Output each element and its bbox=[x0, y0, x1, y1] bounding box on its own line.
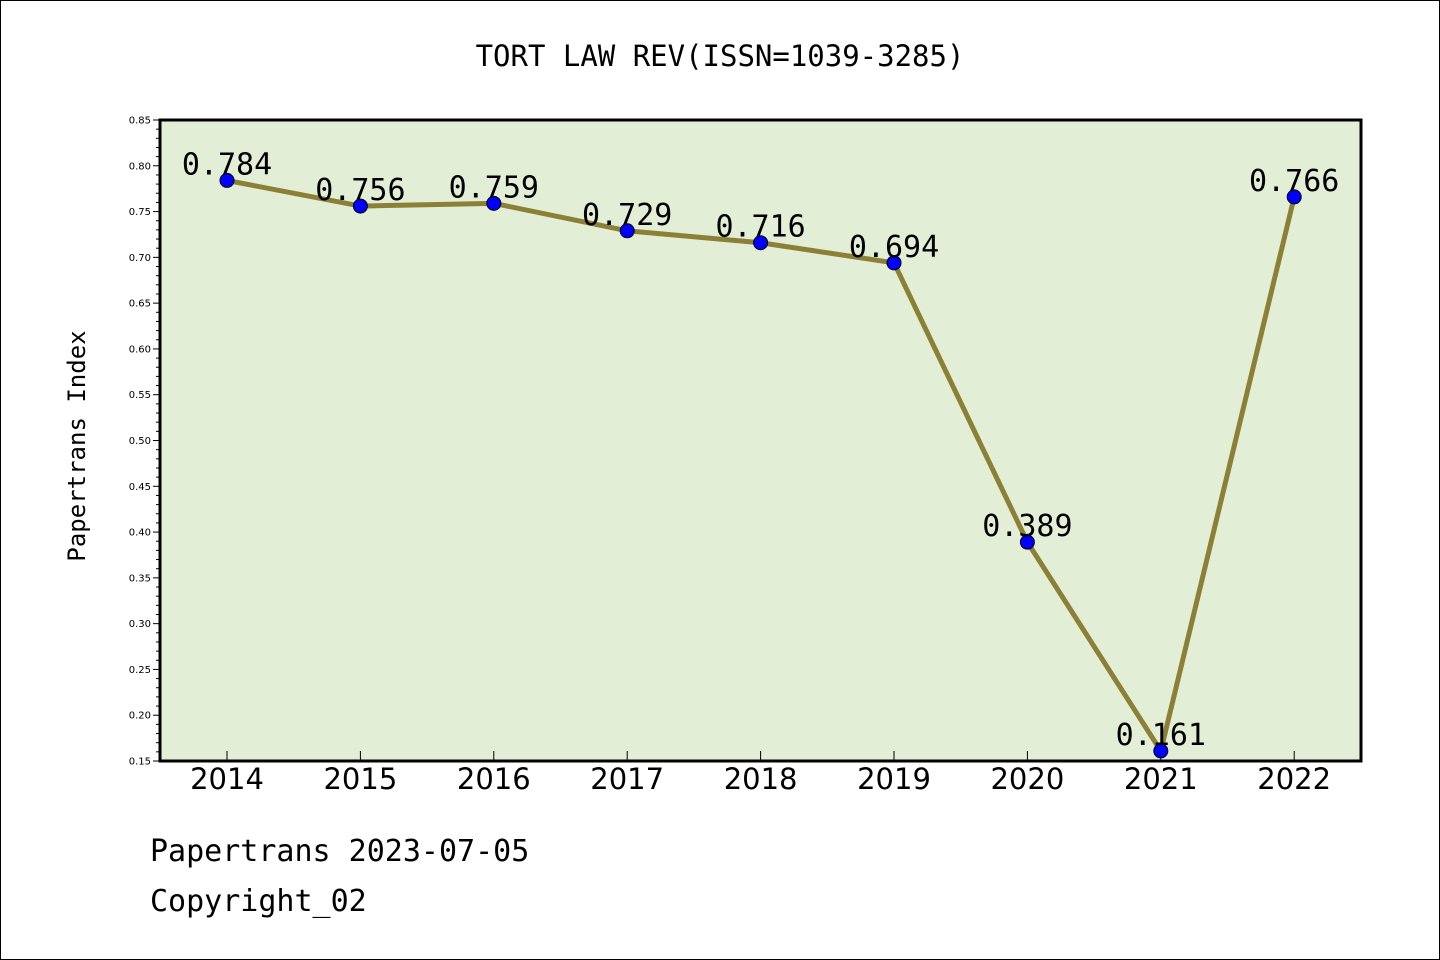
data-labels: 0.784 0.756 0.759 0.729 0.716 0.694 0.389 0.161… bbox=[182, 147, 1340, 752]
y-tick-label: 0.20 bbox=[129, 711, 151, 722]
x-tick-label: 2014 bbox=[190, 762, 264, 796]
y-tick-label: 0.85 bbox=[129, 116, 151, 127]
x-axis: 2014 2015 2016 2017 2018 2019 2020 2021 2022 bbox=[190, 751, 1331, 796]
y-tick-label: 0.40 bbox=[129, 528, 151, 539]
data-point bbox=[486, 195, 502, 211]
y-axis-label: Papertrans Index bbox=[63, 330, 91, 561]
y-tick-label: 0.25 bbox=[129, 665, 151, 676]
data-point bbox=[1286, 189, 1302, 205]
y-tick-label: 0.55 bbox=[129, 390, 151, 401]
x-tick-label: 2020 bbox=[990, 762, 1064, 796]
y-tick-label: 0.45 bbox=[129, 482, 151, 493]
data-label: 0.716 bbox=[715, 210, 805, 245]
x-tick-label: 2018 bbox=[724, 762, 798, 796]
data-label: 0.766 bbox=[1249, 164, 1339, 199]
y-tick-label: 0.80 bbox=[129, 161, 151, 172]
x-tick-label: 2022 bbox=[1257, 762, 1331, 796]
data-point bbox=[1019, 534, 1035, 550]
y-tick-label: 0.70 bbox=[129, 253, 151, 264]
y-tick-label: 0.35 bbox=[129, 573, 151, 584]
data-label: 0.756 bbox=[315, 173, 405, 208]
x-tick-label: 2017 bbox=[590, 762, 664, 796]
data-label: 0.729 bbox=[582, 198, 672, 233]
x-tick-label: 2021 bbox=[1124, 762, 1198, 796]
data-point bbox=[753, 235, 769, 251]
chart-title: TORT LAW REV(ISSN=1039-3285) bbox=[476, 39, 965, 73]
y-tick-label: 0.65 bbox=[129, 299, 151, 310]
data-points bbox=[219, 172, 1302, 759]
y-axis: 0.15 0.20 0.25 0.30 0.35 0.40 0.45 0.50 0.55 0.60… bbox=[129, 116, 160, 768]
data-point bbox=[219, 172, 235, 188]
data-label: 0.161 bbox=[1116, 718, 1206, 753]
y-tick-label: 0.60 bbox=[129, 344, 151, 355]
data-point bbox=[619, 223, 635, 239]
data-point bbox=[1153, 743, 1169, 759]
footer-source: Papertrans 2023-07-05 bbox=[150, 834, 530, 869]
data-point bbox=[886, 255, 902, 271]
x-tick-label: 2019 bbox=[857, 762, 931, 796]
plot-border bbox=[158, 118, 1363, 763]
plot-area bbox=[160, 120, 1361, 761]
data-label: 0.784 bbox=[182, 147, 272, 182]
data-label: 0.759 bbox=[449, 170, 539, 205]
y-tick-label: 0.75 bbox=[129, 207, 151, 218]
y-tick-label: 0.50 bbox=[129, 436, 151, 447]
x-tick-label: 2015 bbox=[323, 762, 397, 796]
x-tick-label: 2016 bbox=[457, 762, 531, 796]
data-label: 0.694 bbox=[849, 230, 939, 265]
data-label: 0.389 bbox=[982, 509, 1072, 544]
data-point bbox=[352, 198, 368, 214]
footer-copyright: Copyright_02 bbox=[150, 884, 367, 919]
y-tick-label: 0.30 bbox=[129, 619, 151, 630]
y-tick-label: 0.15 bbox=[129, 757, 151, 768]
